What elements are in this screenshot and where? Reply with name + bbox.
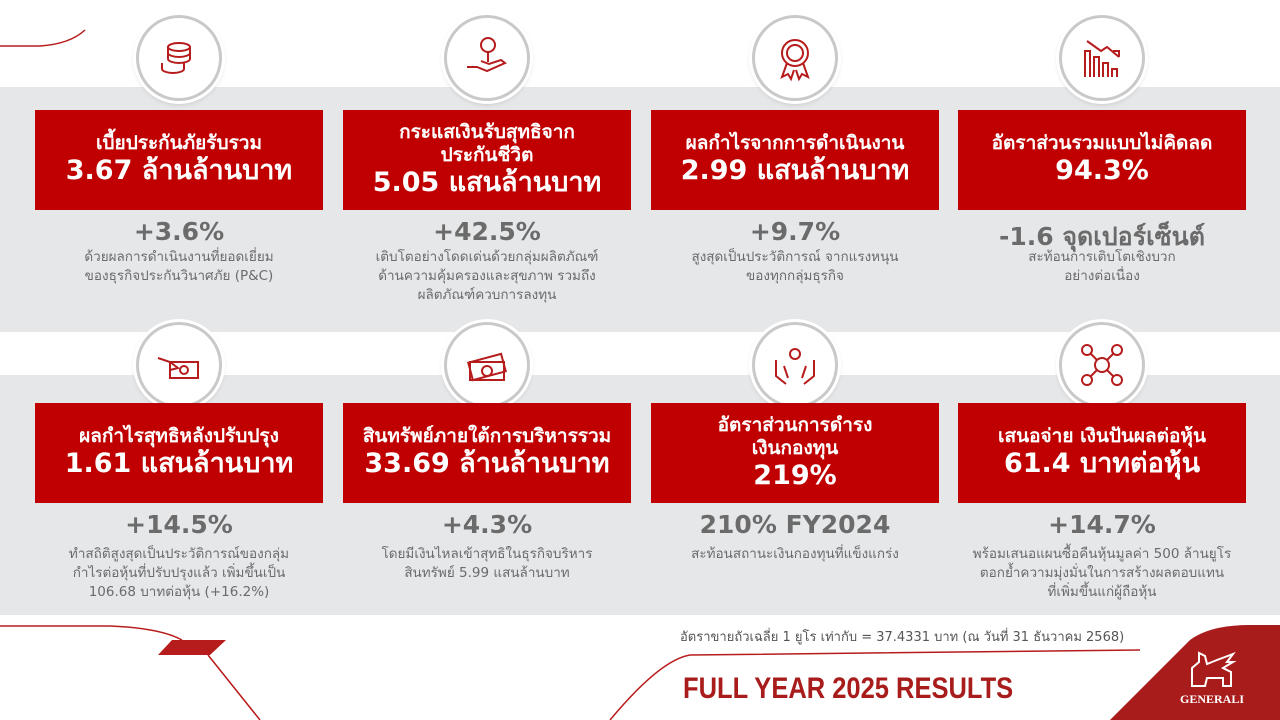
- kpi-value: 5.05 แสนล้านบาท: [372, 166, 602, 198]
- kpi-box: เบี้ยประกันภัยรับรวม 3.67 ล้านล้านบาท: [35, 110, 323, 210]
- kpi-change: +9.7%: [749, 217, 841, 246]
- kpi-box: เสนอจ่าย เงินปันผลต่อหุ้น 61.4 บาทต่อหุ้…: [958, 403, 1246, 503]
- hand-cash-icon: [136, 322, 222, 408]
- exchange-rate-note: อัตราขายถัวเฉลี่ย 1 ยูโร เท่ากับ = 37.43…: [680, 630, 1125, 645]
- kpi-description: ทำสถิติสูงสุดเป็นประวัติการณ์ของกลุ่ม กำ…: [68, 546, 290, 600]
- generali-logo: GENERALI: [1172, 648, 1252, 707]
- kpi-description: สะท้อนการเติบโตเชิงบวก อย่างต่อเนื่อง: [1028, 249, 1176, 284]
- kpi-description: เติบโตอย่างโดดเด่นด้วยกลุ่มผลิตภัณฑ์ ด้า…: [375, 249, 599, 303]
- kpi-box: อัตราส่วนการดำรง เงินกองทุน 219%: [651, 403, 939, 503]
- kpi-box: อัตราส่วนรวมแบบไม่คิดลด 94.3%: [958, 110, 1246, 210]
- kpi-value: 94.3%: [1055, 155, 1149, 187]
- kpi-title: อัตราส่วนการดำรง เงินกองทุน: [717, 414, 873, 459]
- kpi-value: 61.4 บาทต่อหุ้น: [1003, 448, 1201, 480]
- kpi-change: +14.5%: [125, 510, 233, 539]
- kpi-title: ผลกำไรสุทธิหลังปรับปรุง: [79, 425, 279, 448]
- kpi-change: -1.6 จุดเปอร์เซ็นต์: [999, 222, 1205, 251]
- kpi-change: +4.3%: [441, 510, 533, 539]
- kpi-box: สินทรัพย์ภายใต้การบริหารรวม 33.69 ล้านล้…: [343, 403, 631, 503]
- kpi-change: 210% FY2024: [699, 510, 891, 539]
- kpi-title: อัตราส่วนรวมแบบไม่คิดลด: [991, 132, 1213, 155]
- hands-euro-icon: [752, 322, 838, 408]
- kpi-description: โดยมีเงินไหลเข้าสุทธิในธุรกิจบริหาร สินท…: [381, 546, 593, 581]
- kpi-value: 219%: [753, 459, 837, 491]
- kpi-title: ผลกำไรจากการดำเนินงาน: [685, 132, 905, 155]
- logo-text: GENERALI: [1179, 692, 1244, 706]
- kpi-description: สูงสุดเป็นประวัติการณ์ จากแรงหนุน ของทุก…: [691, 249, 899, 284]
- kpi-box: กระแสเงินรับสุทธิจาก ประกันชีวิต 5.05 แส…: [343, 110, 631, 210]
- hand-plant-euro-icon: [444, 15, 530, 101]
- banknotes-icon: [444, 322, 530, 408]
- kpi-description: พร้อมเสนอแผนซื้อคืนหุ้นมูลค่า 500 ล้านยู…: [972, 546, 1232, 600]
- kpi-change: +3.6%: [133, 217, 225, 246]
- kpi-title: สินทรัพย์ภายใต้การบริหารรวม: [362, 425, 612, 448]
- kpi-box: ผลกำไรจากการดำเนินงาน 2.99 แสนล้านบาท: [651, 110, 939, 210]
- kpi-title: กระแสเงินรับสุทธิจาก ประกันชีวิต: [399, 121, 575, 166]
- kpi-value: 1.61 แสนล้านบาท: [64, 448, 294, 480]
- report-title: FULL YEAR 2025 RESULTS: [683, 672, 1014, 705]
- kpi-title: เบี้ยประกันภัยรับรวม: [96, 132, 262, 155]
- kpi-value: 3.67 ล้านล้านบาท: [65, 155, 293, 187]
- kpi-change: +14.7%: [1048, 510, 1156, 539]
- kpi-title: เสนอจ่าย เงินปันผลต่อหุ้น: [998, 425, 1206, 448]
- coins-icon: [136, 15, 222, 101]
- kpi-value: 2.99 แสนล้านบาท: [680, 155, 910, 187]
- euro-award-icon: [752, 15, 838, 101]
- network-euro-icon: [1059, 322, 1145, 408]
- kpi-description: สะท้อนสถานะเงินกองทุนที่แข็งแกร่ง: [691, 546, 899, 562]
- bar-chart-down-icon: [1059, 15, 1145, 101]
- kpi-description: ด้วยผลการดำเนินงานที่ยอดเยี่ยม ของธุรกิจ…: [84, 249, 274, 284]
- kpi-change: +42.5%: [433, 217, 541, 246]
- kpi-value: 33.69 ล้านล้านบาท: [364, 448, 610, 480]
- kpi-box: ผลกำไรสุทธิหลังปรับปรุง 1.61 แสนล้านบาท: [35, 403, 323, 503]
